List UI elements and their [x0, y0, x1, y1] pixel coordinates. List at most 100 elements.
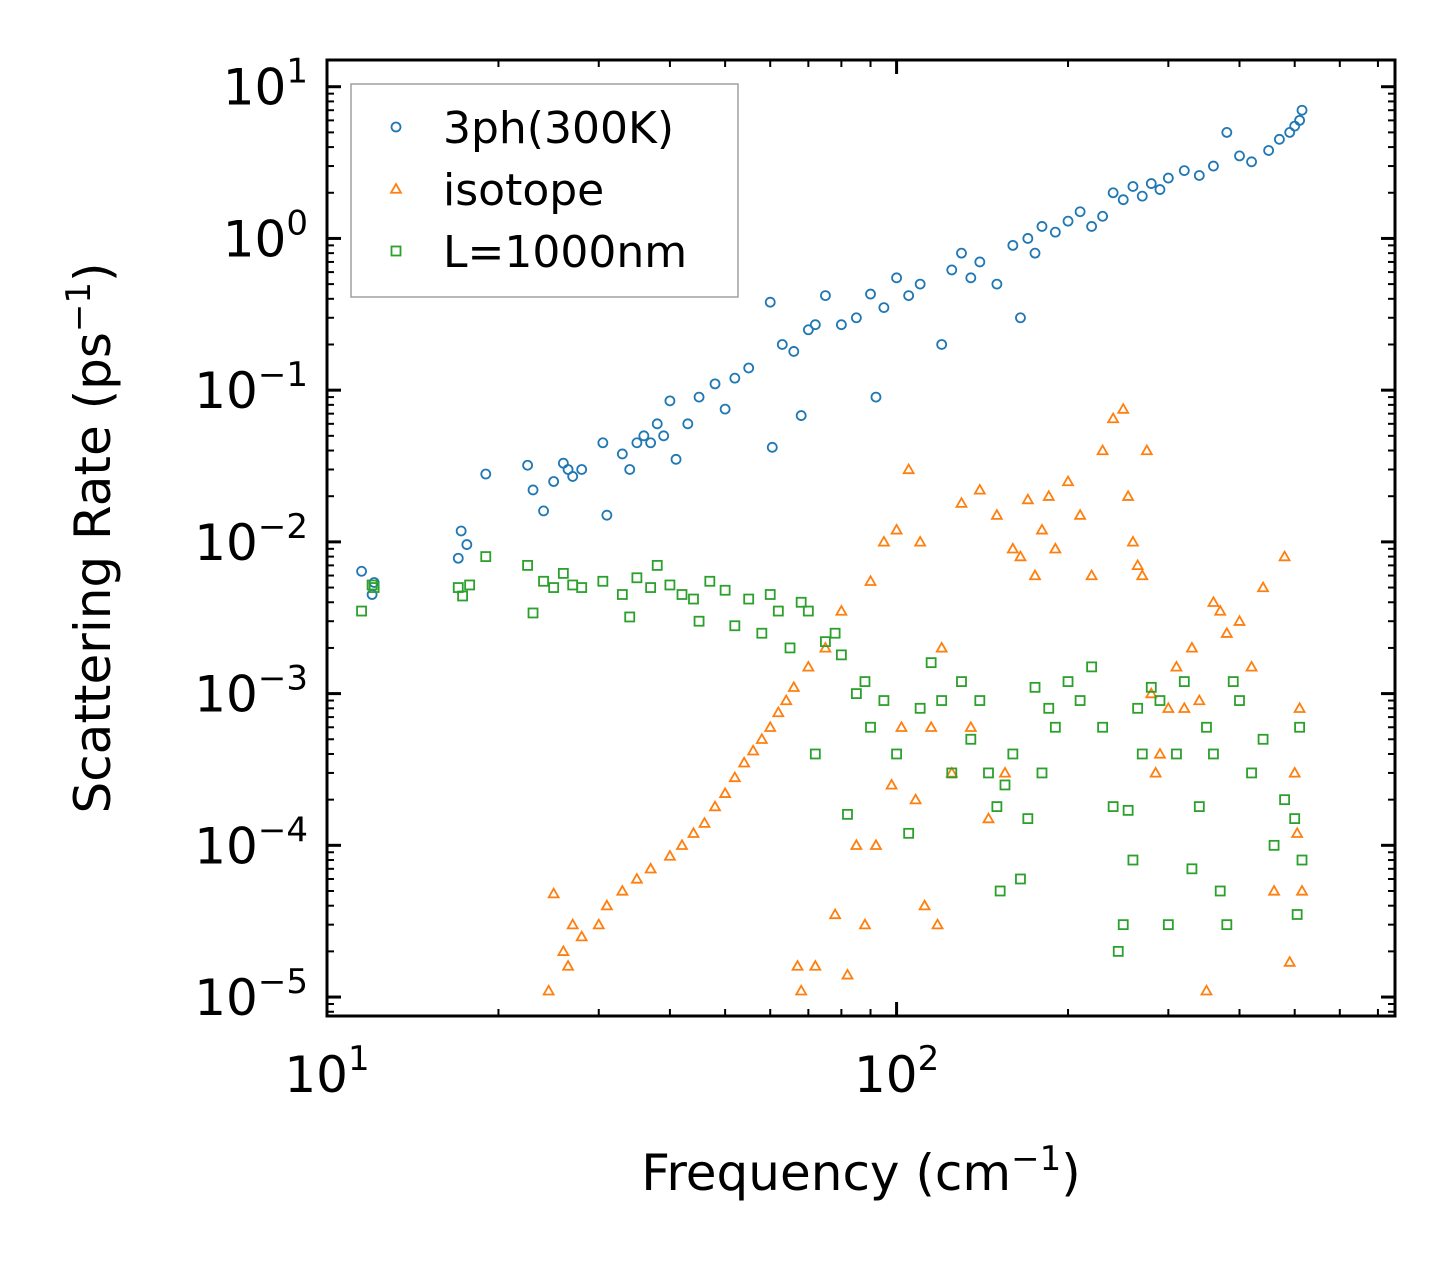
data-point	[455, 525, 467, 537]
data-point	[556, 944, 570, 956]
data-point	[956, 676, 967, 687]
data-point	[592, 917, 606, 930]
data-point	[1293, 701, 1307, 713]
data-point	[548, 476, 560, 487]
data-point	[693, 391, 705, 403]
data-point	[849, 838, 863, 850]
data-point	[1122, 804, 1134, 816]
data-point	[1061, 474, 1075, 487]
data-point	[1131, 558, 1145, 570]
data-point	[850, 312, 862, 324]
data-point	[522, 459, 533, 471]
data-point	[567, 579, 579, 591]
data-point	[538, 575, 549, 587]
legend-label: L=1000nm	[443, 227, 687, 278]
data-point	[1289, 120, 1301, 132]
data-point	[547, 886, 561, 899]
data-point	[542, 983, 556, 996]
data-point	[835, 649, 847, 661]
data-point	[658, 430, 670, 442]
data-point	[1193, 170, 1205, 181]
data-point	[561, 959, 575, 971]
data-point	[1162, 172, 1174, 184]
data-point	[991, 278, 1003, 290]
data-point	[999, 779, 1011, 791]
data-point	[664, 395, 676, 407]
data-point	[670, 453, 682, 465]
data-point	[645, 437, 657, 449]
data-point	[903, 290, 915, 301]
data-point	[743, 593, 755, 605]
data-point	[842, 808, 853, 820]
data-point	[729, 620, 741, 632]
data-point	[1028, 568, 1042, 581]
data-point	[913, 535, 927, 547]
data-point	[651, 559, 663, 571]
data-point	[891, 748, 902, 760]
series-isotope	[542, 402, 1309, 996]
data-point	[452, 552, 464, 564]
data-point	[891, 272, 902, 284]
y-tick-label: 10−2	[194, 507, 308, 572]
data-point	[1186, 863, 1198, 875]
data-point	[464, 579, 476, 591]
series-l-1000nm	[356, 551, 1308, 957]
data-point	[834, 604, 848, 616]
data-point	[809, 319, 821, 331]
data-point	[1127, 181, 1139, 192]
data-point	[1121, 489, 1135, 501]
data-point	[719, 584, 731, 596]
data-point	[795, 410, 807, 421]
data-point	[1116, 402, 1130, 414]
data-point	[1283, 955, 1297, 967]
data-point	[1154, 184, 1166, 195]
data-point	[631, 572, 643, 584]
data-point	[1290, 826, 1304, 838]
data-point	[1154, 695, 1166, 706]
data-point	[974, 695, 986, 706]
data-point	[1291, 909, 1303, 920]
data-point	[644, 862, 658, 874]
data-point	[763, 720, 777, 732]
data-point	[870, 391, 882, 403]
data-point	[624, 611, 636, 623]
data-point	[902, 462, 916, 475]
data-point	[946, 264, 958, 276]
data-point	[965, 272, 977, 284]
data-point	[820, 290, 831, 301]
data-point	[885, 778, 899, 790]
data-point	[557, 567, 569, 579]
data-point	[480, 468, 492, 480]
data-point	[675, 838, 689, 850]
data-point	[1227, 676, 1239, 687]
legend-marker	[390, 245, 402, 257]
data-point	[356, 565, 367, 577]
data-point	[1096, 443, 1110, 456]
data-point	[1022, 233, 1034, 244]
data-point	[936, 339, 948, 350]
data-point	[527, 484, 539, 496]
data-point	[1178, 676, 1190, 687]
data-point	[1073, 508, 1087, 520]
data-point	[457, 590, 468, 602]
data-point	[1015, 873, 1026, 885]
data-point	[1007, 748, 1019, 760]
data-point	[1074, 206, 1086, 218]
data-point	[764, 296, 776, 308]
data-point	[1049, 721, 1061, 733]
data-point	[1149, 766, 1163, 778]
y-tick-label: 100	[223, 203, 308, 268]
data-point	[1185, 641, 1199, 653]
data-point	[1279, 794, 1291, 806]
data-point	[1177, 701, 1191, 713]
data-point	[575, 929, 589, 942]
data-point	[1086, 221, 1098, 232]
data-point	[850, 688, 862, 700]
data-point	[1144, 686, 1158, 699]
data-point	[791, 959, 805, 971]
data-point	[1145, 681, 1157, 693]
legend-label: isotope	[443, 165, 604, 216]
data-point	[859, 676, 871, 687]
data-point	[737, 756, 751, 768]
tick-labels: 101 102 101 100 10−1 10−2 10−3 10−4 10−5	[194, 52, 939, 1104]
